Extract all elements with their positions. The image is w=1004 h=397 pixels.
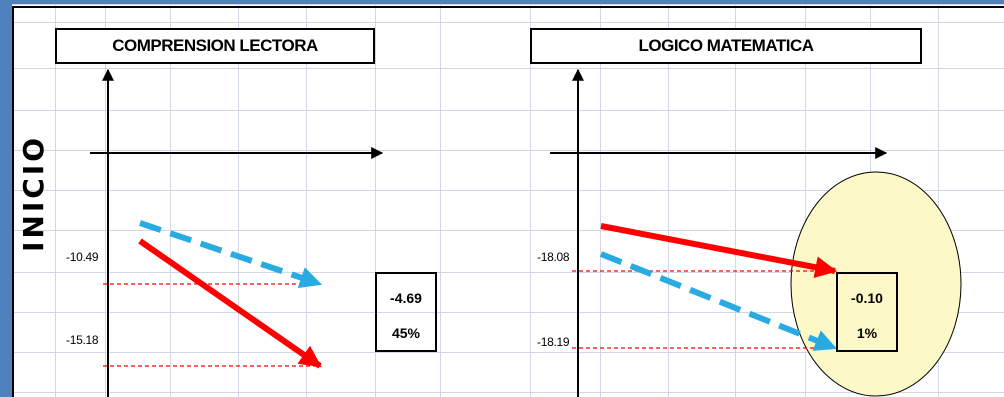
gridline-v bbox=[440, 0, 441, 397]
chart-2-y-label-lower: -18.19 bbox=[537, 335, 570, 349]
gridline-h bbox=[0, 68, 1004, 69]
gridline-h bbox=[0, 4, 1004, 5]
chart-1-difference: -4.69 bbox=[390, 290, 422, 306]
gridline-v bbox=[600, 0, 601, 397]
gridline-v bbox=[306, 0, 307, 397]
table-top-border bbox=[12, 6, 1004, 8]
chart-1-title: COMPRENSION LECTORA bbox=[112, 36, 318, 55]
chart-1-y-label-upper: -10.49 bbox=[66, 250, 99, 264]
chart-2-series-1-arrow bbox=[600, 223, 838, 279]
window-frame-top bbox=[0, 0, 1004, 4]
gridline-h bbox=[0, 110, 1004, 111]
gridline-h bbox=[0, 22, 1004, 23]
chart-2-result-box: -0.10 1% bbox=[836, 272, 898, 352]
gridline-v bbox=[170, 0, 171, 397]
chart-1-percent: 45% bbox=[391, 325, 421, 341]
gridline-h bbox=[0, 392, 1004, 393]
gridline-h bbox=[0, 312, 1004, 313]
gridline-v bbox=[238, 0, 239, 397]
gridline-h bbox=[0, 352, 1004, 353]
chart-1-series-2-arrow bbox=[138, 238, 322, 369]
gridline-v bbox=[55, 0, 56, 397]
chart-2-percent: 1% bbox=[856, 325, 878, 341]
chart-2-series-2-arrow bbox=[599, 251, 838, 351]
chart-2-title: LOGICO MATEMATICA bbox=[638, 36, 814, 55]
gridline-v bbox=[805, 0, 806, 397]
chart-1-y-label-lower: -15.18 bbox=[66, 333, 99, 347]
gridline-v bbox=[938, 0, 939, 397]
gridline-v bbox=[375, 0, 376, 397]
table-left-border bbox=[12, 6, 14, 397]
gridline-v bbox=[668, 0, 669, 397]
chart-2-difference: -0.10 bbox=[851, 290, 883, 306]
gridline-h bbox=[0, 150, 1004, 151]
chart-2-y-label-upper: -18.08 bbox=[537, 250, 570, 264]
gridline-h bbox=[0, 190, 1004, 191]
chart-1-title-box: COMPRENSION LECTORA bbox=[55, 28, 375, 64]
chart-1-result-box: -4.69 45% bbox=[375, 272, 437, 352]
gridline-h bbox=[0, 272, 1004, 273]
gridline-v bbox=[735, 0, 736, 397]
gridline-h bbox=[0, 230, 1004, 231]
chart-2-title-box: LOGICO MATEMATICA bbox=[530, 28, 922, 64]
chart-1-series-1-arrow bbox=[139, 220, 323, 289]
gridline-v bbox=[105, 0, 106, 397]
gridline-v bbox=[530, 0, 531, 397]
window-frame-left bbox=[0, 0, 12, 397]
